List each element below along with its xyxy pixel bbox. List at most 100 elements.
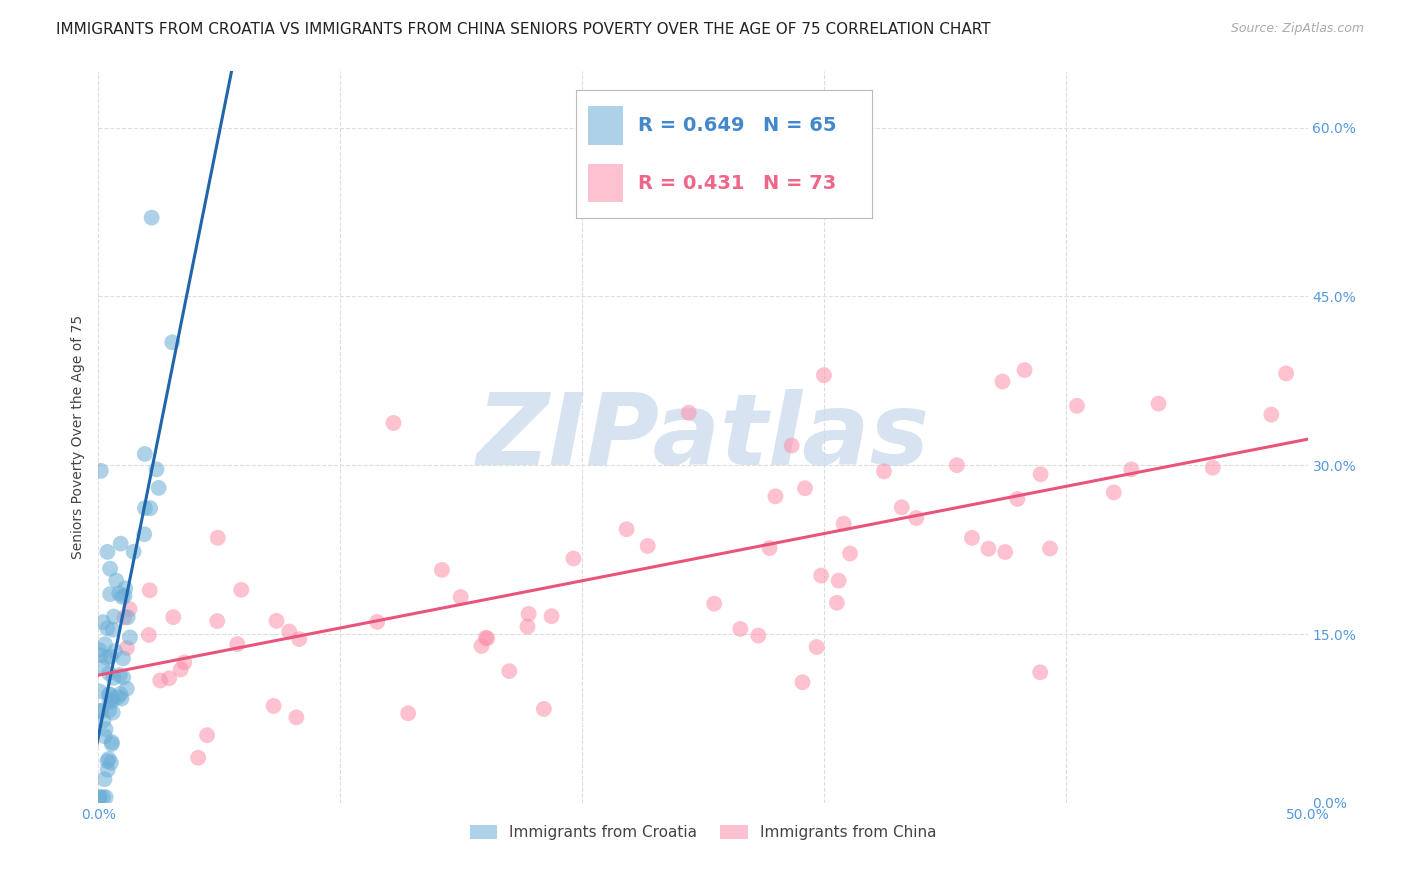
Point [134, 447, 156, 461]
Point [104, 644, 127, 658]
Point [678, 406, 700, 420]
Point [170, 662, 193, 676]
Point [108, 668, 131, 682]
Point [873, 464, 896, 478]
Point [839, 547, 862, 561]
Point [765, 489, 787, 503]
Point [827, 574, 849, 588]
Point [1039, 541, 1062, 556]
Point [825, 596, 848, 610]
Point [105, 574, 128, 588]
Point [101, 691, 124, 706]
Point [111, 651, 134, 665]
Point [162, 335, 184, 350]
Point [288, 632, 311, 646]
Point [89, 643, 111, 657]
Point [366, 615, 388, 629]
Point [94, 790, 117, 805]
Point [100, 649, 122, 664]
Point [616, 522, 638, 536]
Point [110, 691, 132, 706]
Text: Source: ZipAtlas.com: Source: ZipAtlas.com [1230, 22, 1364, 36]
Point [730, 622, 752, 636]
Point [100, 756, 122, 770]
Point [89, 684, 111, 698]
Point [93, 714, 115, 728]
Point [794, 481, 817, 495]
Point [207, 531, 229, 545]
Point [991, 375, 1014, 389]
Point [450, 590, 472, 604]
Point [139, 501, 162, 516]
Point [112, 671, 135, 685]
Point [96, 754, 118, 768]
Text: IMMIGRANTS FROM CROATIA VS IMMIGRANTS FROM CHINA SENIORS POVERTY OVER THE AGE OF: IMMIGRANTS FROM CROATIA VS IMMIGRANTS FR… [56, 22, 991, 37]
Point [517, 607, 540, 621]
Point [470, 639, 492, 653]
Point [157, 671, 180, 685]
Point [134, 501, 156, 516]
Point [100, 694, 122, 708]
Point [810, 568, 832, 582]
Point [134, 527, 156, 541]
Point [1007, 491, 1029, 506]
Point [110, 536, 132, 550]
Point [141, 211, 163, 225]
Point [747, 628, 769, 642]
Point [101, 706, 124, 720]
Point [90, 704, 112, 718]
Point [115, 640, 138, 655]
Point [1066, 399, 1088, 413]
Point [396, 706, 419, 721]
Point [266, 614, 288, 628]
Point [148, 481, 170, 495]
Point [1029, 467, 1052, 482]
Point [475, 631, 498, 645]
Point [138, 628, 160, 642]
Point [977, 541, 1000, 556]
Point [98, 666, 121, 681]
Point [703, 597, 725, 611]
Text: ZIPatlas: ZIPatlas [477, 389, 929, 485]
Y-axis label: Seniors Poverty Over the Age of 75: Seniors Poverty Over the Age of 75 [72, 315, 86, 559]
Point [89, 790, 111, 805]
Point [1121, 462, 1143, 476]
Point [91, 615, 114, 630]
Point [890, 500, 912, 515]
Point [187, 751, 209, 765]
Point [1147, 396, 1170, 410]
Point [285, 710, 308, 724]
Point [101, 735, 124, 749]
Point [1014, 363, 1036, 377]
Point [162, 610, 184, 624]
Point [94, 637, 117, 651]
Point [117, 610, 139, 624]
Point [114, 589, 136, 603]
Point [382, 416, 405, 430]
Point [90, 464, 112, 478]
Point [96, 621, 118, 635]
Point [94, 723, 117, 737]
Point [477, 632, 499, 646]
Point [806, 640, 828, 654]
Point [114, 582, 136, 596]
Point [112, 610, 135, 624]
Point [103, 609, 125, 624]
Point [98, 703, 121, 717]
Point [118, 602, 141, 616]
Point [91, 790, 114, 805]
Point [562, 551, 585, 566]
Point [98, 587, 121, 601]
Point [111, 590, 134, 604]
Point [1202, 460, 1225, 475]
Point [231, 582, 253, 597]
Point [905, 511, 928, 525]
Point [98, 688, 121, 702]
Point [138, 583, 160, 598]
Point [93, 729, 115, 743]
Point [122, 545, 145, 559]
Point [145, 462, 167, 476]
Point [263, 698, 285, 713]
Point [115, 681, 138, 696]
Point [430, 563, 453, 577]
